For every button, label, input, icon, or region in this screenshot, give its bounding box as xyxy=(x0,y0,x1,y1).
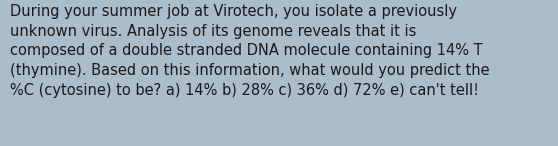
Text: During your summer job at Virotech, you isolate a previously
unknown virus. Anal: During your summer job at Virotech, you … xyxy=(10,4,490,98)
